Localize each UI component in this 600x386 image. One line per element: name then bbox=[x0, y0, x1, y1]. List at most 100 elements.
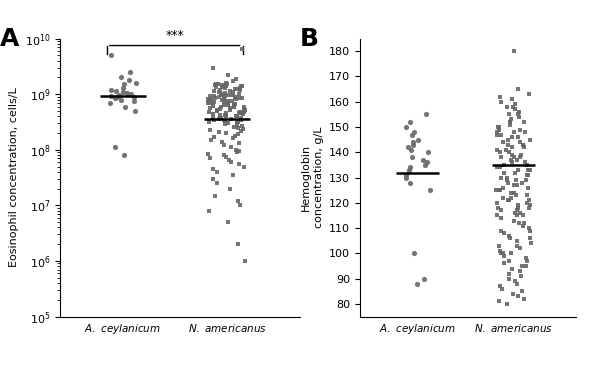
Point bbox=[519, 220, 529, 226]
Point bbox=[504, 197, 514, 203]
Point bbox=[509, 190, 518, 196]
Point bbox=[220, 97, 229, 103]
Point bbox=[214, 89, 223, 95]
Point bbox=[510, 101, 520, 107]
Point bbox=[235, 110, 244, 116]
Point bbox=[517, 288, 527, 295]
Point bbox=[513, 205, 523, 211]
Point bbox=[495, 248, 505, 254]
Point bbox=[518, 212, 528, 218]
Point bbox=[492, 200, 502, 206]
Point bbox=[220, 142, 229, 149]
Point bbox=[517, 179, 527, 186]
Point bbox=[224, 157, 233, 163]
Point bbox=[214, 81, 223, 87]
Point bbox=[124, 77, 133, 83]
Point bbox=[518, 222, 527, 229]
Point bbox=[239, 103, 249, 110]
Point bbox=[505, 119, 515, 125]
Point bbox=[230, 101, 239, 107]
Point bbox=[219, 99, 229, 105]
Point bbox=[130, 98, 139, 104]
Point bbox=[119, 152, 129, 158]
Point bbox=[233, 122, 242, 128]
Point bbox=[221, 154, 230, 160]
Point bbox=[491, 187, 501, 193]
Point bbox=[116, 96, 126, 103]
Point bbox=[130, 108, 140, 114]
Point bbox=[237, 123, 247, 129]
Point bbox=[220, 118, 230, 124]
Point bbox=[219, 94, 229, 100]
Point bbox=[512, 243, 522, 249]
Point bbox=[496, 207, 506, 213]
Point bbox=[506, 250, 516, 256]
Point bbox=[208, 166, 218, 172]
Point bbox=[215, 115, 225, 121]
Point bbox=[407, 154, 416, 161]
Point bbox=[229, 104, 239, 110]
Point bbox=[219, 96, 229, 103]
Point bbox=[520, 296, 529, 302]
Point bbox=[241, 107, 250, 113]
Point bbox=[508, 266, 517, 272]
Point bbox=[112, 88, 121, 94]
Point bbox=[405, 119, 415, 125]
Point bbox=[419, 276, 429, 282]
Point bbox=[507, 159, 517, 166]
Point bbox=[214, 129, 223, 135]
Point bbox=[121, 103, 130, 110]
Point bbox=[119, 81, 128, 88]
Point bbox=[224, 91, 233, 98]
Point bbox=[220, 90, 230, 96]
Point bbox=[226, 116, 236, 122]
Point bbox=[220, 85, 230, 91]
Point bbox=[229, 124, 238, 130]
Point bbox=[209, 88, 219, 95]
Point bbox=[503, 142, 513, 148]
Point bbox=[496, 215, 505, 221]
Point bbox=[230, 103, 239, 109]
Point bbox=[216, 104, 226, 110]
Point bbox=[239, 109, 248, 115]
Point bbox=[226, 144, 236, 151]
Point bbox=[512, 157, 522, 163]
Point bbox=[512, 212, 521, 218]
Point bbox=[513, 202, 523, 208]
Point bbox=[208, 64, 218, 71]
Point bbox=[234, 141, 244, 147]
Point bbox=[515, 210, 524, 216]
Point bbox=[509, 129, 518, 135]
Point bbox=[225, 88, 235, 94]
Point bbox=[209, 99, 218, 105]
Point bbox=[215, 112, 224, 118]
Point bbox=[505, 149, 514, 156]
Point bbox=[413, 137, 423, 143]
Point bbox=[496, 227, 505, 234]
Point bbox=[235, 85, 244, 91]
Point bbox=[209, 117, 219, 123]
Point bbox=[110, 144, 120, 151]
Point bbox=[495, 149, 505, 156]
Point bbox=[125, 69, 135, 75]
Point bbox=[239, 108, 249, 115]
Point bbox=[493, 132, 502, 138]
Point bbox=[221, 83, 231, 89]
Point bbox=[511, 192, 521, 198]
Point bbox=[495, 164, 505, 171]
Point bbox=[503, 137, 512, 143]
Point bbox=[493, 147, 502, 153]
Point bbox=[521, 263, 531, 269]
Point bbox=[526, 240, 535, 246]
Point bbox=[496, 154, 505, 161]
Point bbox=[421, 162, 430, 168]
Text: ***: *** bbox=[166, 29, 184, 42]
Point bbox=[236, 202, 245, 208]
Point bbox=[514, 114, 523, 120]
Point bbox=[503, 197, 513, 203]
Point bbox=[211, 85, 220, 91]
Point bbox=[496, 132, 506, 138]
Point bbox=[524, 197, 533, 203]
Point bbox=[217, 139, 226, 145]
Point bbox=[503, 179, 512, 186]
